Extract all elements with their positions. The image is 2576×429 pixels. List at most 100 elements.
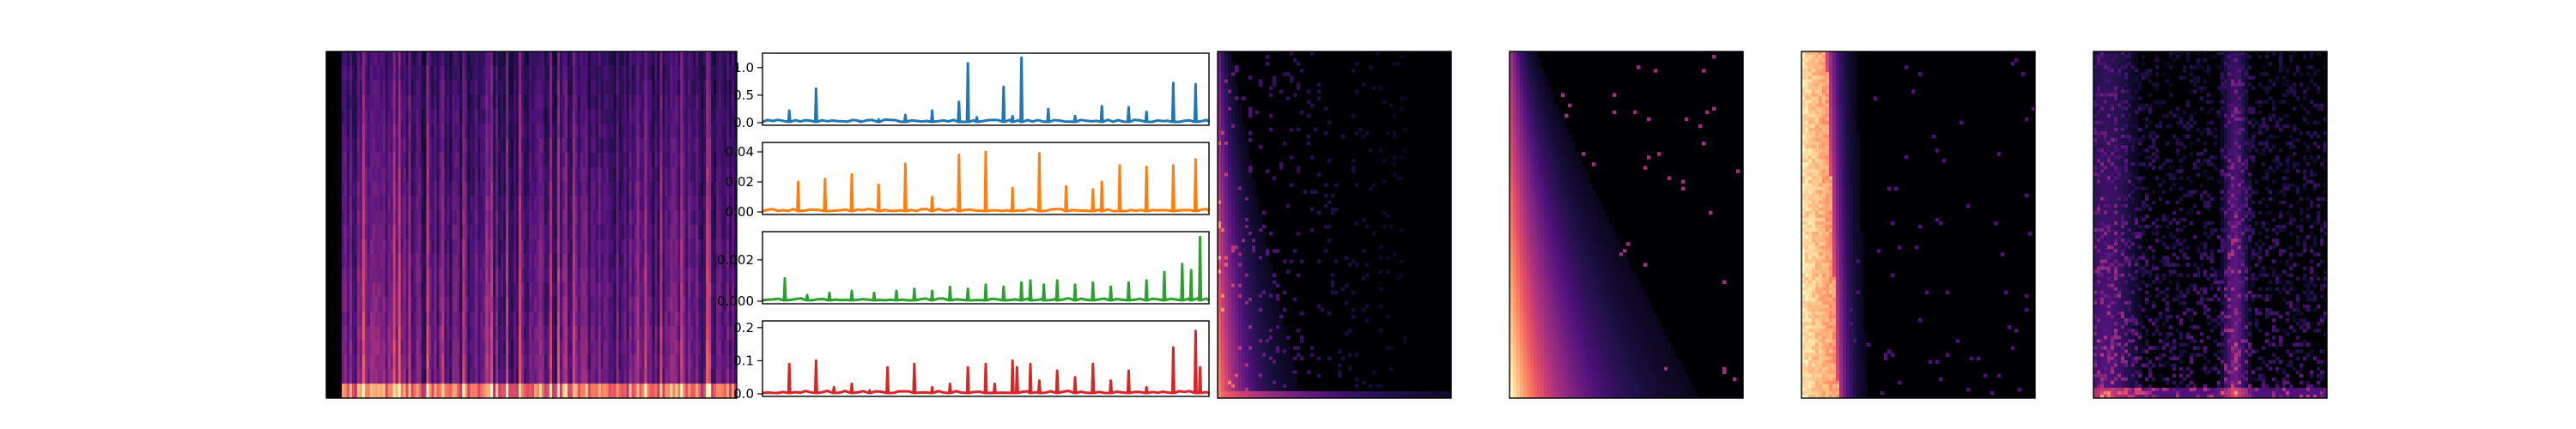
spectrogram-cell [416,311,419,327]
heatmap-a-cell [1273,82,1277,87]
spectrogram-cell [564,124,568,139]
spectrogram-cell [711,297,714,312]
spectrogram-cell [516,196,519,211]
spectrogram-cell [541,166,545,182]
heatmap-a-cell [1221,290,1225,295]
heatmap-a-cell [1273,342,1277,347]
spectrogram-cell [449,181,453,196]
spectrogram-cell [721,239,725,255]
spectrogram-cell [616,282,619,298]
spectrogram-cell [351,253,355,269]
spectrogram-cell [600,210,605,226]
spectrogram-cell [431,340,434,355]
heatmap-a-cell [1262,290,1267,295]
spectrogram-cell [447,51,450,67]
spectrogram-cell [639,384,642,399]
spectrogram-cell [372,152,376,168]
spectrogram-cell [526,138,530,154]
spectrogram-cell [732,51,735,67]
spectrogram-cell [501,311,504,327]
heatmap-a-cell [1231,100,1236,104]
spectrogram-cell [457,94,460,110]
heatmap-a-cell [1365,318,1370,323]
spectrogram-cell [341,354,345,370]
heatmap-a-cell [1228,76,1232,80]
heatmap-a-cell [1266,346,1270,350]
heatmap-a-cell [1276,349,1280,353]
spectrogram-cell [467,325,471,341]
heatmap-a-cell [1238,304,1242,309]
spectrogram-cell [452,124,455,139]
spectrogram-cell [493,268,496,283]
heatmap-a-cell [1221,193,1225,198]
spectrogram-cell [395,196,399,211]
heatmap-a-cell [1218,127,1222,132]
spectrogram-cell [372,340,376,355]
heatmap-a-cell [1235,221,1239,226]
spectrogram-cell [452,94,455,110]
spectrogram-cell [441,210,445,226]
heatmap-a-cell [1276,329,1280,333]
spectrogram-cell [408,384,411,399]
spectrogram-cell [495,311,499,327]
spectrogram-cell [465,109,468,124]
heatmap-a-cell [1231,127,1236,132]
spectrogram-cell [611,253,614,269]
spectrogram-cell [662,210,665,226]
spectrogram-cell [714,239,717,255]
spectrogram-cell [577,268,581,283]
spectrogram-cell [654,94,658,110]
spectrogram-cell [732,210,735,226]
spectrogram-cell [667,297,671,312]
spectrogram-cell [493,325,496,341]
spectrogram-cell [618,340,622,355]
spectrogram-cell [549,109,553,124]
heatmap-a-cell [1276,318,1280,323]
spectrogram-cell [351,152,355,168]
spectrogram-cell [532,297,535,312]
heatmap-a-cell [1249,221,1253,226]
heatmap-a-cell [1379,329,1383,333]
spectrogram-cell [470,311,473,327]
spectrogram-cell [616,124,619,139]
spectrogram-cell [356,369,361,384]
heatmap-a-cell [1228,138,1232,142]
spectrogram-cell [377,196,381,211]
spectrogram-cell [428,152,432,168]
spectrogram-cell [538,152,543,168]
spectrogram-cell [467,80,471,95]
spectrogram-cell [511,239,514,255]
heatmap-a-cell [1231,235,1236,239]
spectrogram-cell [582,253,586,269]
spectrogram-cell [600,354,605,370]
spectrogram-cell [426,138,429,154]
spectrogram-cell [541,268,545,283]
spectrogram-cell [501,51,504,67]
heatmap-a-cell [1259,245,1263,250]
heatmap-a-cell [1224,293,1229,299]
spectrogram-cell [621,80,624,95]
spectrogram-cell [416,138,419,154]
spectrogram-cell [472,80,476,95]
spectrogram-cell [364,354,368,370]
spectrogram-cell [611,297,614,312]
spectrogram-cell [729,181,732,196]
heatmap-a-cell [1355,221,1359,226]
spectrogram-cell [629,239,632,255]
heatmap-a-cell [1331,290,1335,295]
spectrogram-cell [639,196,642,211]
spectrogram-cell [511,109,514,124]
spectrogram-cell [521,166,525,182]
spectrogram-cell [636,282,640,298]
spectrogram-cell [377,297,381,312]
spectrogram-cell [385,152,389,168]
heatmap-a-cell [1218,172,1222,177]
spectrogram-cell [665,311,668,327]
heatmap-a-cell [1224,325,1229,329]
spectrogram-cell [380,311,384,327]
spectrogram-cell [641,80,645,95]
spectrogram-cell [359,384,363,399]
spectrogram-cell [616,297,619,312]
spectrogram-cell [554,311,558,327]
spectrogram-cell [470,369,473,384]
